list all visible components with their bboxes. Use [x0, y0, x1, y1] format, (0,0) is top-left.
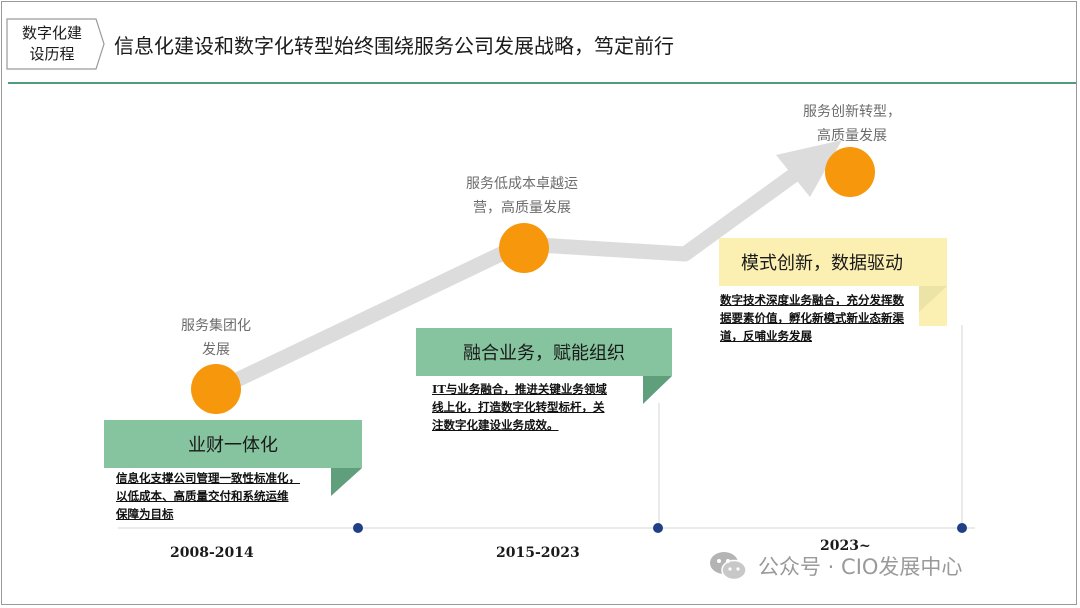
stage-3-description: 数字技术深度业务融合，充分发挥数 据要素价值，孵化新模式新业态新渠 道，反哺业务…	[720, 293, 904, 343]
milestone-circle-2	[499, 223, 549, 273]
section-tag: 数字化建 设历程	[6, 18, 106, 70]
stage-3-period: 2023~	[820, 538, 871, 554]
stage-2-title: 融合业务，赋能组织	[463, 343, 625, 364]
stage-1-caption: 服务集团化 发展	[181, 318, 251, 358]
stage-1-description: 信息化支撑公司管理一致性标准化， 以低成本、高质量交付和系统运维 保障为目标	[116, 471, 300, 521]
watermark-text: 公众号 · CIO发展中心	[758, 555, 963, 579]
slide-headline: 信息化建设和数字化转型始终围绕服务公司发展战略，笃定前行	[114, 34, 674, 58]
stage-2-band-fold	[643, 376, 672, 404]
stage-1-band-fold	[331, 468, 362, 496]
stage-3-caption: 服务创新转型， 高质量发展	[803, 104, 901, 144]
wechat-icon	[710, 552, 747, 581]
section-tag-label: 数字化建 设历程	[21, 24, 82, 63]
stage-1-period: 2008-2014	[170, 545, 254, 561]
stage-1-band	[104, 420, 362, 468]
stage-3-title: 模式创新，数据驱动	[741, 253, 903, 274]
stage-3-band	[719, 238, 947, 286]
stage-2-period: 2015-2023	[496, 545, 580, 561]
stage-2-caption: 服务低成本卓越运 营，高质量发展	[466, 176, 578, 216]
growth-arrow-shaft	[210, 164, 806, 397]
milestone-circle-1	[191, 364, 241, 414]
header-divider	[8, 82, 1076, 84]
growth-arrow-head	[776, 140, 842, 197]
timeline-dot-3	[957, 523, 967, 533]
watermark: 公众号 · CIO发展中心	[708, 550, 962, 582]
stage-1-title: 业财一体化	[188, 435, 278, 456]
timeline-dot-2	[653, 523, 663, 533]
timeline-dot-1	[353, 523, 363, 533]
milestone-circle-3	[825, 147, 875, 197]
stage-3-band-fold-shade	[919, 286, 947, 312]
tag-shape	[6, 18, 105, 70]
stage-2-band	[416, 328, 672, 376]
stage-2-description: IT与业务融合，推进关键业务领域 线上化，打造数字化转型标杆，关 注数字化建设业…	[432, 382, 607, 432]
